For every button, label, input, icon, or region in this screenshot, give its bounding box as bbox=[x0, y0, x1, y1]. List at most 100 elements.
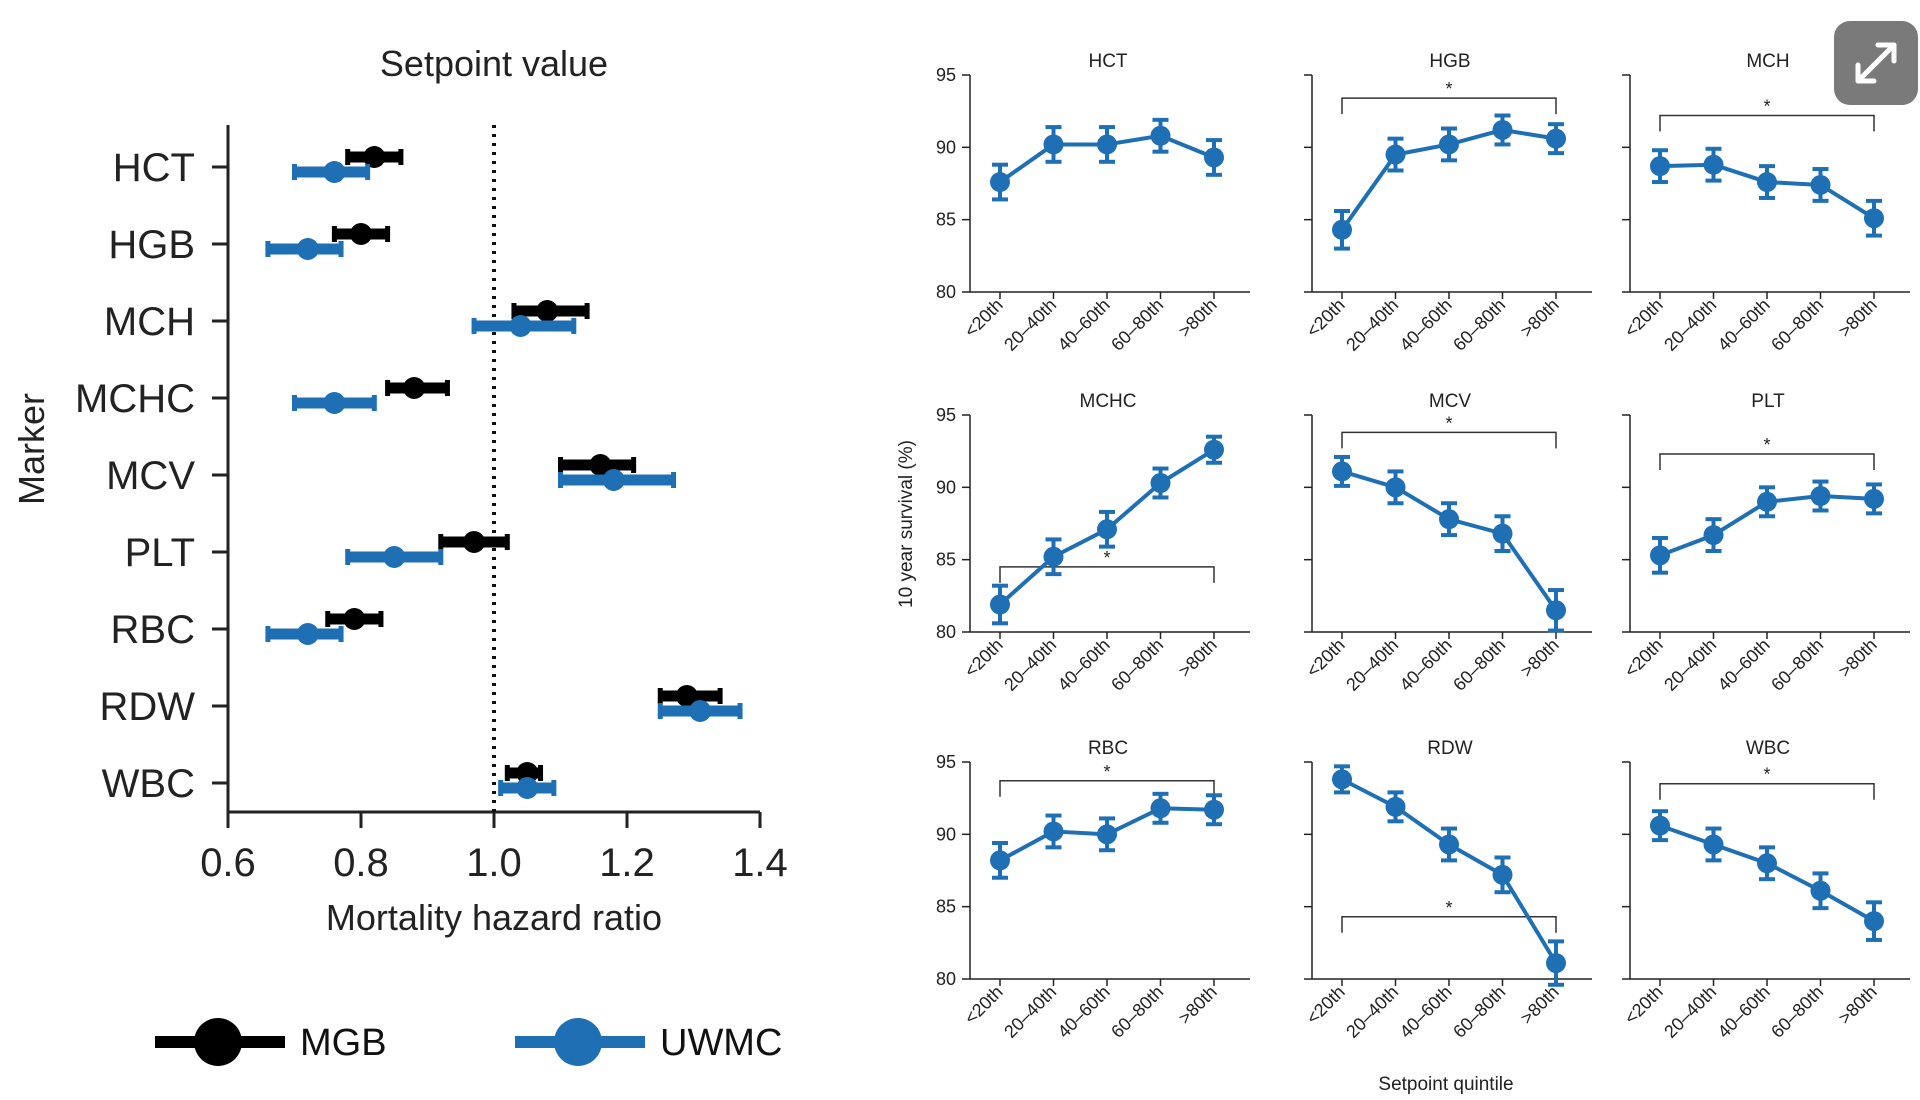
panel-x-tick-label: 60–80th bbox=[1767, 982, 1827, 1042]
panel-point bbox=[1385, 469, 1406, 506]
forest-dot-mgb bbox=[403, 377, 426, 399]
panel-x-tick-label: 40–60th bbox=[1396, 295, 1456, 355]
panel-x-tick-label: >80th bbox=[1834, 295, 1880, 341]
panel-dot bbox=[1150, 798, 1171, 819]
panel-dot bbox=[1650, 545, 1670, 566]
forest-y-axis-title: Marker bbox=[11, 393, 52, 505]
forest-point-uwmc bbox=[345, 546, 444, 568]
panel-dot bbox=[1757, 491, 1777, 512]
panel-y-tick-label: 95 bbox=[936, 405, 956, 425]
panel-x-tick-label: >80th bbox=[1516, 295, 1562, 341]
forest-point-uwmc bbox=[292, 392, 377, 414]
panel-dot bbox=[1810, 174, 1831, 195]
panel-x-tick-label: 40–60th bbox=[1714, 982, 1774, 1042]
bracket-line bbox=[1659, 782, 1875, 800]
forest-dot-mgb bbox=[363, 146, 386, 168]
panel-point bbox=[1204, 793, 1224, 827]
forest-dot-uwmc bbox=[516, 777, 539, 799]
panel-point bbox=[1864, 900, 1884, 942]
panel-x-tick-label: <20th bbox=[1620, 635, 1666, 681]
panel-x-tick-label: 40–60th bbox=[1054, 295, 1114, 355]
forest-x-tick-label: 0.8 bbox=[333, 841, 389, 885]
forest-category-label: PLT bbox=[125, 531, 195, 575]
panel-y-tick-label: 80 bbox=[936, 969, 956, 989]
panel-dot bbox=[1703, 525, 1724, 546]
panel-point bbox=[1810, 167, 1831, 203]
forest-point-mgb bbox=[657, 685, 723, 707]
panel-point bbox=[1150, 791, 1171, 825]
grid-y-axis-title: 10 year survival (%) bbox=[896, 440, 917, 608]
panel-point bbox=[1439, 826, 1459, 863]
forest-x-tick-label: 1.2 bbox=[599, 841, 655, 885]
panel-y-tick-label: 90 bbox=[936, 824, 956, 844]
forest-plot: Setpoint value Marker Mortality hazard r… bbox=[11, 43, 788, 938]
bracket-star: * bbox=[1103, 548, 1110, 568]
forest-category-label: WBC bbox=[102, 762, 195, 806]
panel-x-tick-label: <20th bbox=[1302, 982, 1348, 1028]
significance-bracket: * bbox=[1659, 435, 1875, 471]
panel-x-tick-label: >80th bbox=[1834, 635, 1880, 681]
panel-x-tick-label: 40–60th bbox=[1396, 982, 1456, 1042]
panel-dot bbox=[1385, 144, 1406, 165]
panel-x-tick-label: 60–80th bbox=[1449, 982, 1509, 1042]
panel-point bbox=[1864, 482, 1884, 516]
forest-point-uwmc bbox=[265, 623, 344, 645]
forest-axes: 0.6 0.8 1.0 1.2 1.4 HCT HGB MCH MCHC MCV PLT RBC RDW… bbox=[75, 125, 788, 885]
panel-x-tick-label: 40–60th bbox=[1714, 295, 1774, 355]
panel-x-tick-label: 40–60th bbox=[1396, 635, 1456, 695]
significance-bracket: * bbox=[999, 762, 1215, 797]
panel-x-tick-label: 20–40th bbox=[1660, 982, 1720, 1042]
panel-dot bbox=[1492, 119, 1513, 140]
forest-point-mgb bbox=[511, 300, 590, 322]
forest-point-mgb bbox=[345, 146, 404, 168]
panel-dot bbox=[1492, 864, 1513, 885]
forest-dot-uwmc bbox=[602, 469, 625, 491]
panel-dot bbox=[1150, 125, 1171, 146]
panel-title: PLT bbox=[1751, 391, 1785, 412]
panel-point bbox=[1332, 454, 1352, 488]
panel-y-tick-label: 90 bbox=[936, 477, 956, 497]
panel-dot bbox=[1703, 154, 1724, 175]
forest-x-tick-label: 1.0 bbox=[466, 841, 522, 885]
forest-x-tick-label: 0.6 bbox=[200, 841, 256, 885]
panel-point bbox=[1150, 466, 1171, 500]
legend-label-mgb: MGB bbox=[300, 1022, 387, 1064]
forest-category-label: MCV bbox=[106, 454, 195, 498]
panel-dot bbox=[1043, 821, 1064, 842]
forest-dot-uwmc bbox=[296, 238, 319, 260]
forest-category-label: RBC bbox=[111, 608, 195, 652]
panel-dot bbox=[1810, 486, 1831, 507]
expand-button[interactable] bbox=[1834, 21, 1918, 105]
legend-item-mgb: MGB bbox=[155, 1018, 387, 1066]
expand-arrows-icon bbox=[1855, 42, 1897, 84]
panel-x-tick-label: 60–80th bbox=[1107, 982, 1167, 1042]
panel-dot bbox=[1332, 769, 1352, 790]
panel-dot bbox=[1043, 134, 1064, 155]
panel-point bbox=[1439, 126, 1459, 163]
panel-y-tick-label: 85 bbox=[936, 897, 956, 917]
forest-dot-uwmc bbox=[323, 392, 346, 414]
panel-y-tick-label: 85 bbox=[936, 550, 956, 570]
forest-category-label: HGB bbox=[108, 223, 195, 267]
panel-dot bbox=[990, 850, 1010, 871]
panel-point bbox=[1546, 588, 1566, 633]
bracket-line bbox=[999, 566, 1215, 583]
panel-point bbox=[1204, 138, 1224, 177]
legend-item-uwmc: UWMC bbox=[515, 1018, 782, 1066]
legend-label-uwmc: UWMC bbox=[660, 1022, 782, 1064]
panel-dot bbox=[1650, 815, 1670, 836]
panel-point bbox=[1546, 122, 1566, 156]
panel-y-tick-label: 95 bbox=[936, 65, 956, 85]
panel-y-tick-label: 95 bbox=[936, 752, 956, 772]
panel-dot bbox=[1204, 439, 1224, 460]
panel-dot bbox=[1385, 796, 1406, 817]
panel-x-tick-label: 20–40th bbox=[1660, 635, 1720, 695]
panel-title: MCHC bbox=[1080, 391, 1137, 412]
bracket-line bbox=[1659, 114, 1875, 132]
forest-point-uwmc bbox=[657, 700, 743, 722]
bracket-line bbox=[1341, 431, 1557, 449]
panel-dot bbox=[1097, 519, 1117, 540]
